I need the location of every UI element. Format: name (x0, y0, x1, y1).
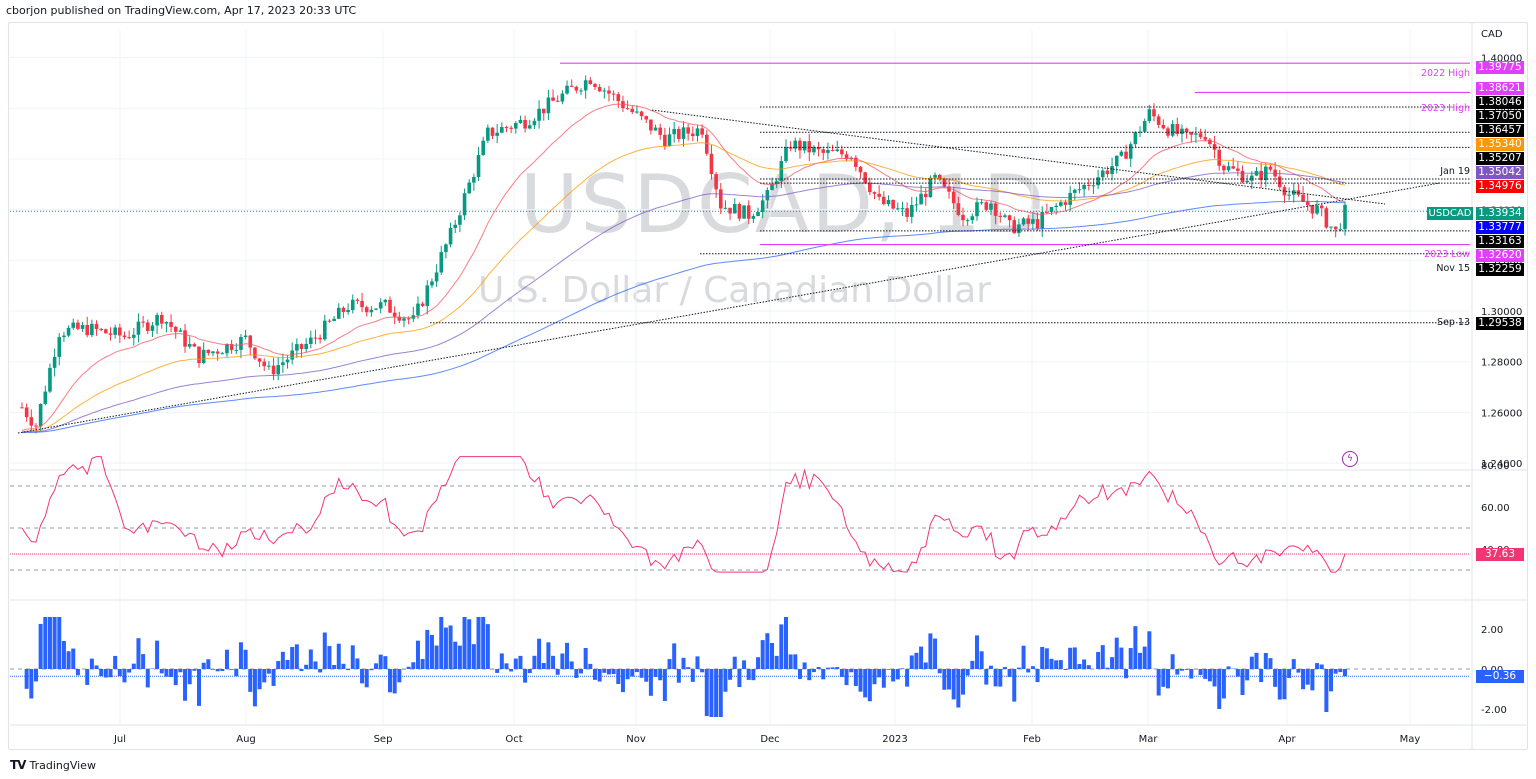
symbol-tag: USDCAD (1427, 207, 1473, 220)
price-label: 1.37050 (1476, 110, 1524, 123)
svg-text:1.30000: 1.30000 (1481, 307, 1522, 318)
price-label: 1.29538 (1476, 317, 1524, 330)
price-label: 1.35340 (1476, 138, 1524, 151)
svg-text:1.24000: 1.24000 (1481, 459, 1522, 470)
level-tag: 2023 High (1420, 103, 1470, 114)
svg-text:Nov: Nov (626, 734, 646, 745)
svg-text:-2.00: -2.00 (1481, 705, 1507, 716)
svg-text:1.28000: 1.28000 (1481, 358, 1522, 369)
svg-text:Aug: Aug (236, 734, 256, 745)
svg-text:CAD: CAD (1481, 29, 1503, 40)
svg-text:1.26000: 1.26000 (1481, 408, 1522, 419)
tradingview-logo-icon[interactable]: TV (10, 758, 27, 772)
lightning-icon[interactable]: ϟ (1342, 451, 1358, 467)
price-label: 1.32259 (1476, 263, 1524, 276)
price-label: 1.32620 (1476, 249, 1524, 262)
price-label: 1.36457 (1476, 124, 1524, 137)
footer: TV TradingView (10, 758, 96, 772)
svg-text:May: May (1400, 734, 1421, 745)
publish-info: cborjon published on TradingView.com, Ap… (6, 4, 357, 17)
price-label: 1.34976 (1476, 180, 1524, 193)
level-tag: Jan 19 (1440, 166, 1470, 177)
svg-text:60.00: 60.00 (1481, 503, 1510, 514)
svg-text:Sep: Sep (374, 734, 393, 745)
price-label: 1.35207 (1476, 152, 1524, 165)
price-label: 1.35042 (1476, 166, 1524, 179)
svg-text:Oct: Oct (505, 734, 522, 745)
price-label: 1.33934 (1476, 207, 1524, 220)
brand-name[interactable]: TradingView (29, 758, 96, 772)
rsi-value-label: 37.63 (1476, 547, 1524, 561)
svg-text:Feb: Feb (1023, 734, 1041, 745)
svg-text:Jul: Jul (113, 734, 126, 745)
level-tag: 2023 Low (1424, 249, 1470, 260)
svg-text:1.38000: 1.38000 (1481, 104, 1522, 115)
level-tag: Nov 15 (1436, 263, 1470, 274)
svg-text:80.00: 80.00 (1481, 461, 1510, 472)
level-tag: Sep 13 (1436, 317, 1470, 328)
price-label: 1.38046 (1476, 96, 1524, 109)
price-label: 1.33777 (1476, 221, 1524, 234)
svg-text:Apr: Apr (1278, 734, 1296, 745)
svg-text:2023: 2023 (882, 734, 907, 745)
svg-text:Dec: Dec (760, 734, 779, 745)
svg-text:1.40000: 1.40000 (1481, 54, 1522, 65)
svg-text:Mar: Mar (1139, 734, 1159, 745)
price-label: 1.39775 (1476, 61, 1524, 74)
chart-frame (8, 22, 1528, 750)
histogram-value-label: −0.36 (1476, 670, 1524, 684)
price-label: 1.33163 (1476, 235, 1524, 248)
svg-text:2.00: 2.00 (1481, 625, 1503, 636)
level-tag: 2022 High (1420, 68, 1470, 79)
price-label: 1.38621 (1476, 82, 1524, 95)
